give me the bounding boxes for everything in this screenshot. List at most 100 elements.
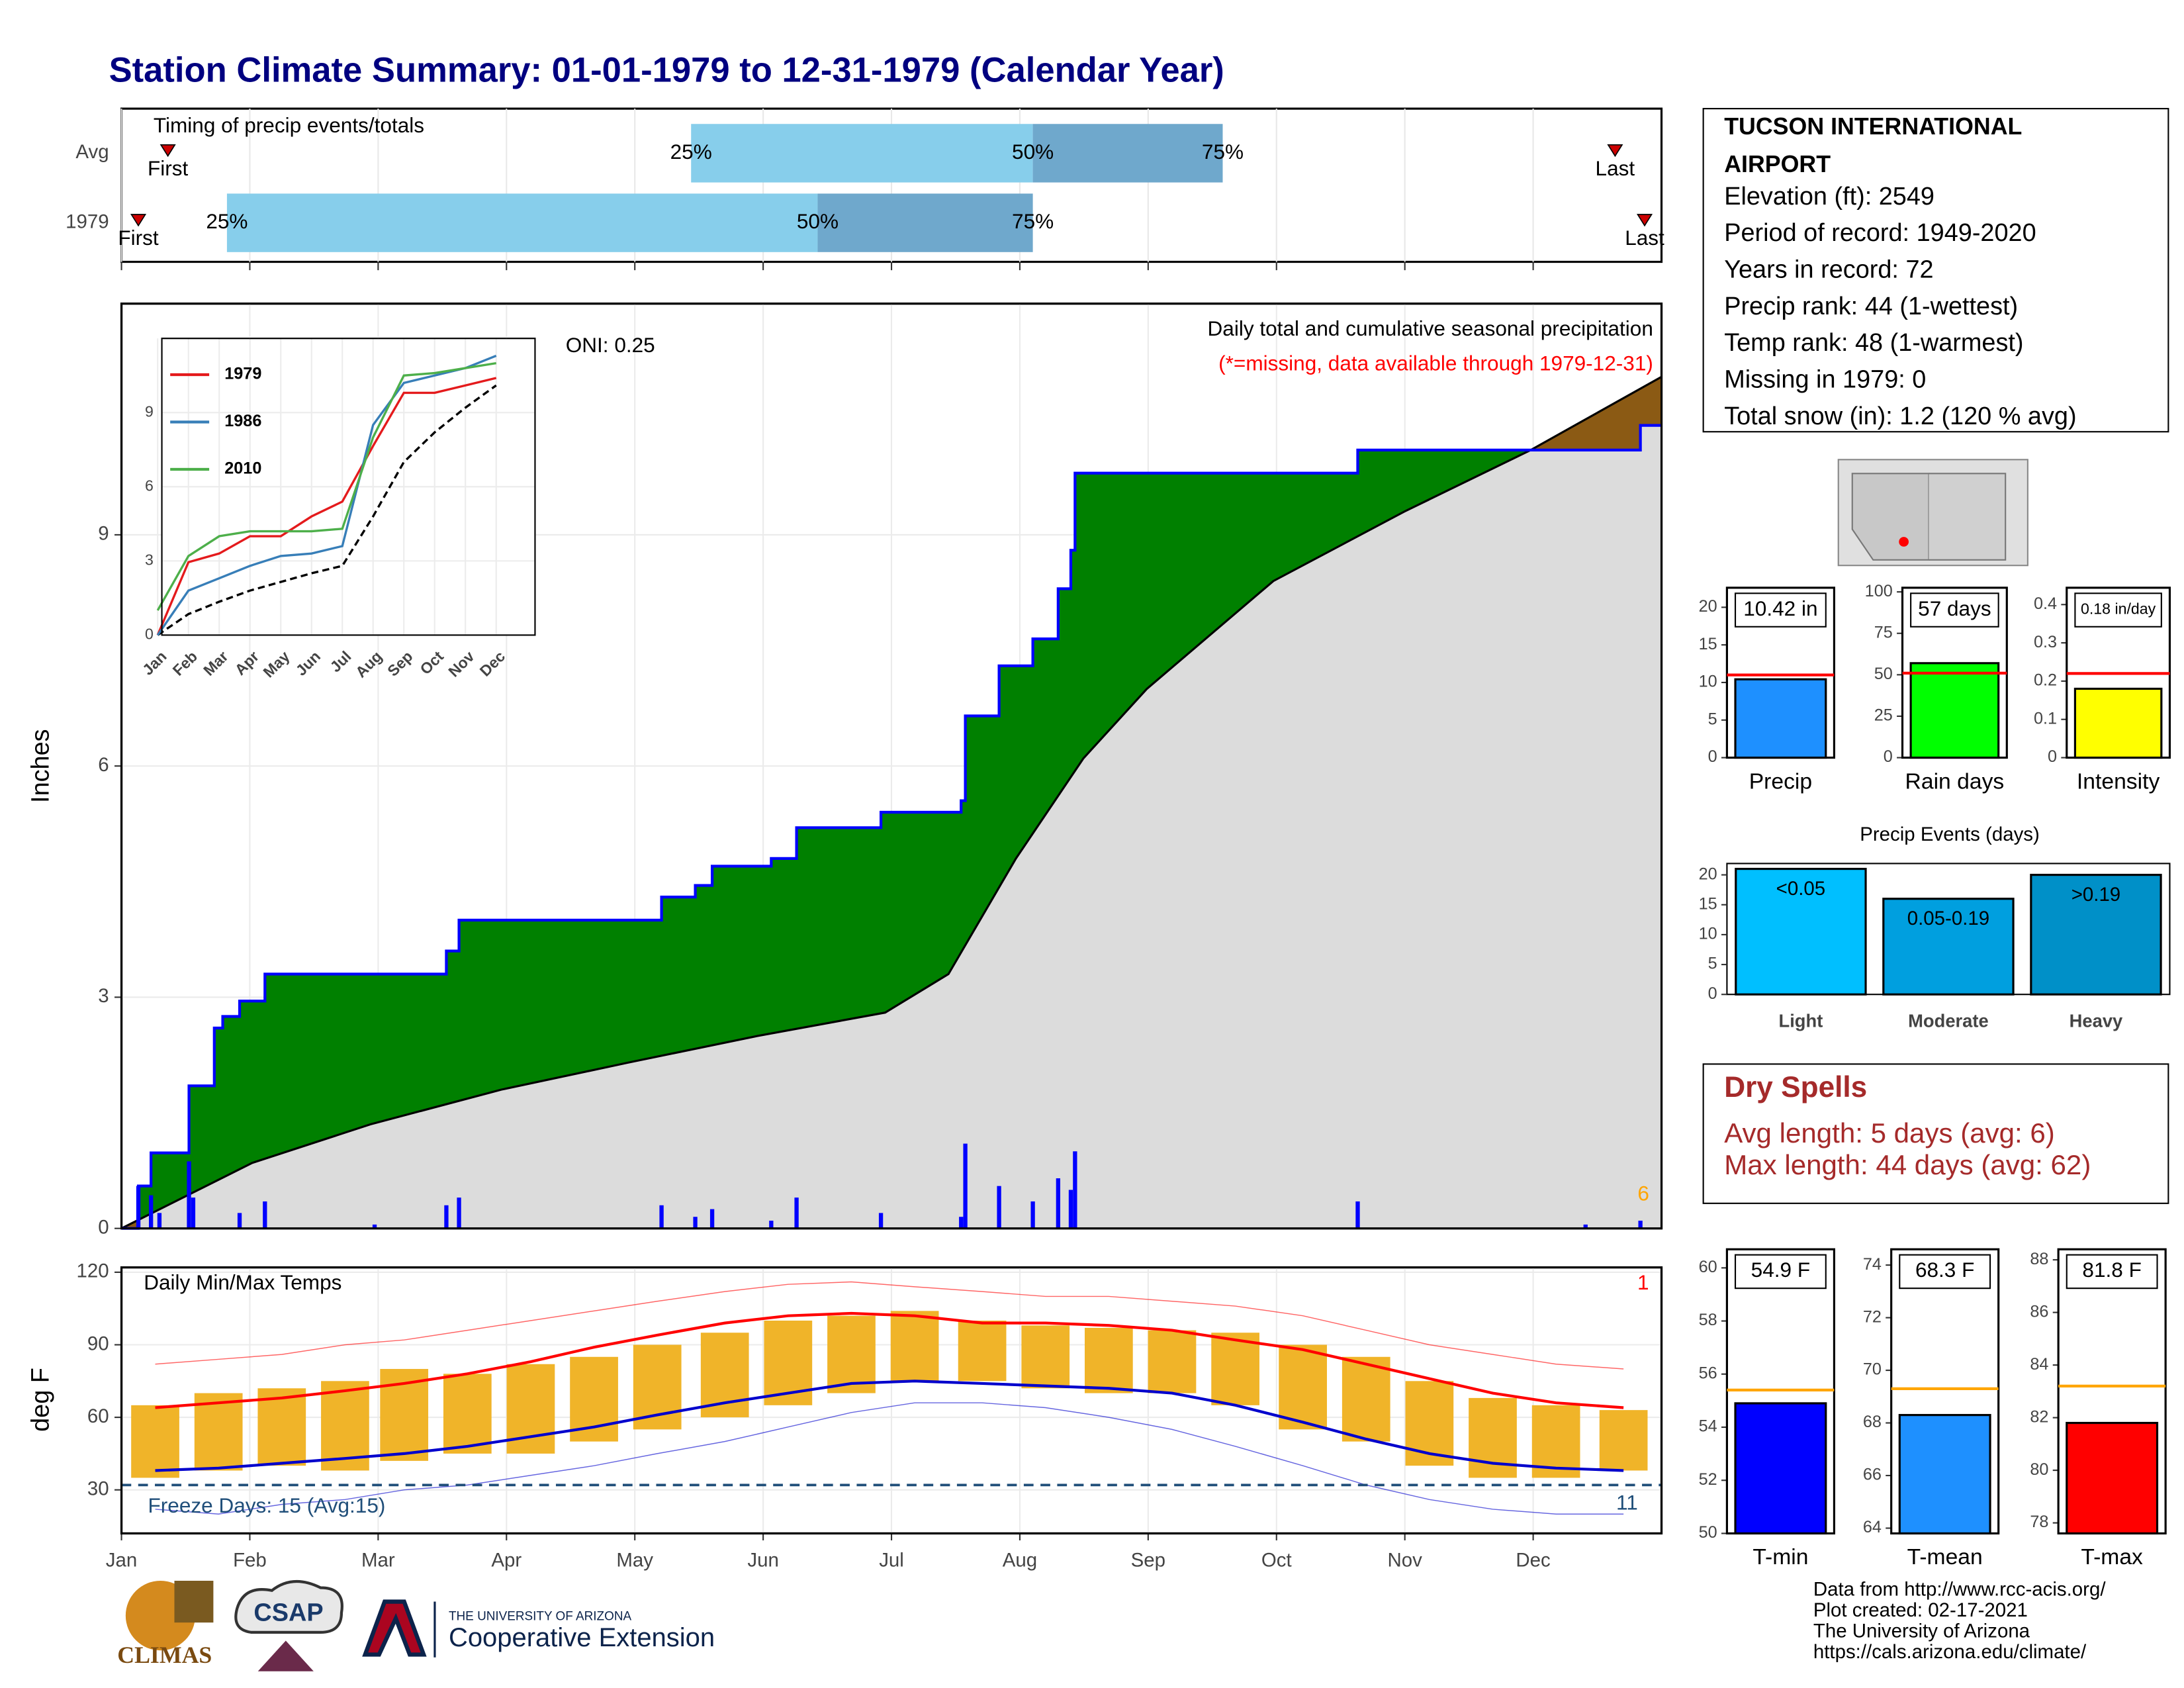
x-tick-label: Aug [1003,1549,1037,1571]
y-tick-label: 3 [98,985,109,1007]
normal-max-line [155,1311,1624,1409]
y-tick-label: 68 [1863,1413,1882,1431]
gauge-label: T-min [1752,1545,1808,1570]
x-tick-label: Jul [327,647,355,675]
x-tick-label: Sep [1131,1549,1165,1571]
daily-bar [372,1224,377,1229]
normal-line [120,375,1662,1230]
percentile-label: 25% [670,140,712,164]
temp-range-bar [890,1311,939,1382]
legend-label: 1979 [224,365,261,383]
daily-bar [263,1201,267,1229]
daily-bar [794,1197,799,1229]
event-marker [130,214,147,227]
x-tick-label: Light [1779,1011,1823,1031]
station-line: Missing in 1979: 0 [1724,365,1926,393]
value-label: <0.05 [1776,878,1826,900]
daily-bar [1030,1201,1035,1229]
record-min-line [155,1402,1624,1515]
y-tick-label: 88 [2030,1250,2048,1268]
event-marker [1607,144,1623,158]
percentile-bar [691,124,1033,183]
temp-range-bar [1599,1410,1648,1471]
legend-label: 1986 [224,412,261,430]
y-axis-title: Inches [27,729,55,803]
gauge-label: T-max [2081,1545,2143,1570]
x-tick-label: Aug [352,647,385,680]
daily-bar [709,1209,715,1229]
station-line: Precip rank: 44 (1-wettest) [1724,293,2018,320]
y-tick-label: 0 [145,626,154,643]
value-label: 57 days [1918,596,1991,620]
daily-bar [997,1186,1001,1229]
credit: Plot created: 02-17-2021 [1813,1599,2028,1621]
x-tick-label: Dec [1516,1549,1550,1571]
logo-text: CLIMAS [117,1642,212,1668]
y-axis-title: deg F [27,1368,55,1432]
y-tick-label: 86 [2030,1302,2048,1321]
daily-bar [878,1213,884,1229]
y-tick-label: 72 [1863,1307,1882,1326]
station-line: Temp rank: 48 (1-warmest) [1724,329,2023,357]
legend-label: 2010 [224,459,261,478]
gauge-bar [1734,1402,1827,1535]
credit: The University of Arizona [1813,1620,2030,1642]
station-box [1702,108,2169,433]
daily-bar [237,1213,242,1229]
temp-range-bar [257,1388,306,1466]
logo-text: THE UNIVERSITY OF ARIZONA [449,1610,632,1624]
temp-range-bar [1021,1325,1070,1389]
normal-line [157,384,497,636]
y-tick-label: 84 [2030,1355,2048,1374]
x-tick-label: Jul [879,1549,904,1571]
x-tick-label: May [259,647,293,680]
y-tick-label: 9 [145,402,154,420]
daily-bar [1068,1190,1073,1229]
percentile-label: 50% [1012,140,1054,164]
annotation: 6 [1637,1182,1649,1205]
event-label: First [118,226,159,250]
value-label: 54.9 F [1751,1258,1810,1282]
y-tick-label: 0 [1884,747,1893,766]
x-tick-label: Feb [169,647,201,679]
y-tick-label: 120 [76,1260,109,1282]
percentile-bar [226,193,818,252]
value-box [1734,592,1827,628]
temp-range-bar [1211,1333,1259,1405]
temp-range-bar [1084,1327,1133,1393]
daily-bar [1638,1221,1643,1229]
y-tick-label: 0 [1708,984,1717,1003]
percentile-label: 75% [1012,209,1054,233]
value-box [2074,592,2162,628]
daily-bar [457,1197,461,1229]
x-tick-label: Jun [293,647,324,679]
y-tick-label: 60 [87,1405,109,1427]
daily-bar [959,1217,964,1229]
gauge-bar [1734,678,1827,759]
y-tick-label: 0 [98,1216,109,1238]
y-tick-label: 10 [1699,925,1717,943]
y-tick-label: 3 [145,551,154,568]
annotation: Daily total and cumulative seasonal prec… [1208,316,1653,340]
daily-bar [1073,1151,1077,1229]
y-tick-label: Avg [75,141,109,163]
y-tick-label: 20 [1699,597,1717,616]
x-tick-label: Apr [232,647,263,679]
temp-range-bar [1148,1330,1197,1393]
percentile-label: 75% [1202,140,1244,164]
temp-range-bar [827,1315,876,1393]
x-tick-label: Oct [1261,1549,1292,1571]
gauge-bar [2066,1421,2159,1535]
daily-bar [1056,1178,1061,1229]
y-tick-label: 0.1 [2034,709,2057,727]
event-label: First [148,156,189,180]
y-tick-label: 50 [1874,665,1893,683]
y-tick-label: 15 [1699,635,1717,653]
event-marker [159,144,176,158]
y-tick-label: 56 [1699,1364,1717,1382]
value-box [1734,1254,1827,1289]
y-tick-label: 6 [98,754,109,776]
gauge-label: T-mean [1907,1545,1983,1570]
daily-bar [149,1195,154,1229]
credit: https://cals.arizona.edu/climate/ [1813,1641,2087,1663]
